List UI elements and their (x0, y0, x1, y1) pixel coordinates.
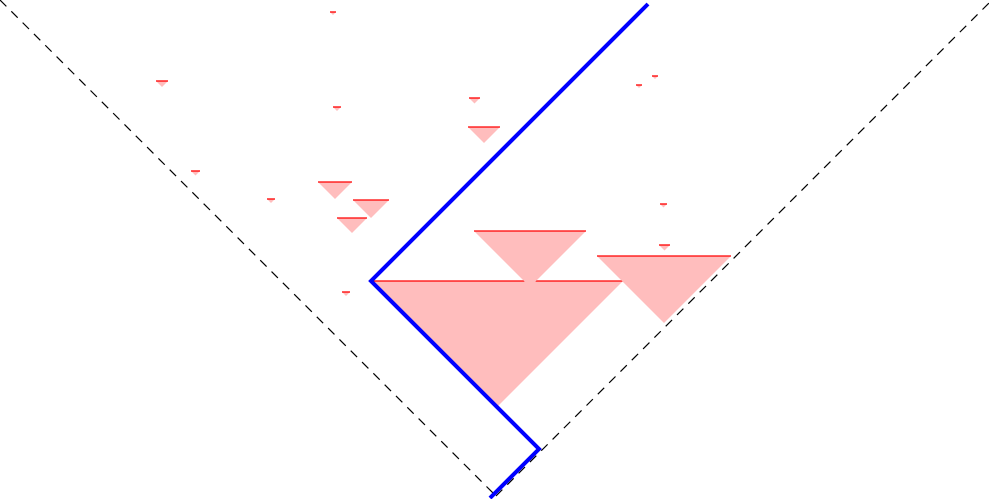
shaded-triangle (468, 127, 500, 143)
shaded-triangle (474, 231, 586, 287)
shaded-triangle (156, 81, 168, 87)
shaded-triangle (659, 245, 670, 251)
boundary-right (495, 2, 989, 497)
shaded-triangle (333, 107, 341, 111)
shaded-triangle (330, 12, 336, 15)
shaded-triangles (156, 11, 731, 407)
shaded-triangle (318, 182, 352, 199)
shaded-triangle (469, 98, 480, 104)
shaded-triangle (652, 76, 658, 79)
shaded-triangle (636, 85, 642, 88)
blue-path (368, 2, 650, 499)
shaded-triangle (267, 199, 275, 203)
shaded-triangle (191, 171, 200, 176)
shaded-triangle (353, 200, 389, 218)
shaded-triangle (371, 281, 623, 407)
shaded-triangle (337, 218, 367, 233)
shaded-triangle (342, 292, 350, 296)
boundary-left (0, 0, 497, 497)
shaded-triangle (597, 256, 731, 323)
shaded-triangle (660, 204, 667, 208)
